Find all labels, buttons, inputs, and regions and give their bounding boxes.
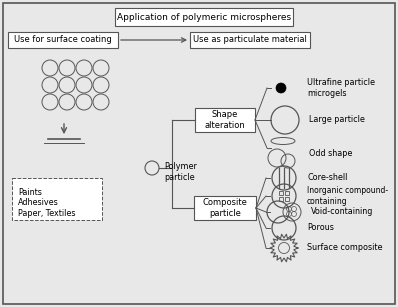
FancyBboxPatch shape [190, 32, 310, 48]
Text: Void-containing: Void-containing [311, 208, 373, 216]
Circle shape [276, 83, 286, 93]
Text: Use for surface coating: Use for surface coating [14, 36, 112, 45]
Text: Porous: Porous [307, 223, 334, 232]
Text: Core-shell: Core-shell [307, 173, 347, 182]
FancyBboxPatch shape [115, 8, 293, 26]
FancyBboxPatch shape [8, 32, 118, 48]
FancyBboxPatch shape [12, 178, 102, 220]
Text: Large particle: Large particle [309, 115, 365, 125]
FancyBboxPatch shape [194, 196, 256, 220]
Text: Use as particulate material: Use as particulate material [193, 36, 307, 45]
Text: Shape
alteration: Shape alteration [205, 110, 246, 130]
Text: Paints
Adhesives
Paper, Textiles: Paints Adhesives Paper, Textiles [18, 188, 76, 218]
Text: Surface composite: Surface composite [307, 243, 382, 252]
Text: Application of polymeric microspheres: Application of polymeric microspheres [117, 13, 291, 21]
Text: Composite
particle: Composite particle [203, 198, 248, 218]
Text: Odd shape: Odd shape [309, 149, 352, 157]
FancyBboxPatch shape [195, 108, 255, 132]
Text: Ultrafine particle
microgels: Ultrafine particle microgels [307, 78, 375, 98]
Text: Polymer
particle: Polymer particle [164, 162, 197, 182]
Text: Inorganic compound-
containing: Inorganic compound- containing [307, 186, 388, 206]
